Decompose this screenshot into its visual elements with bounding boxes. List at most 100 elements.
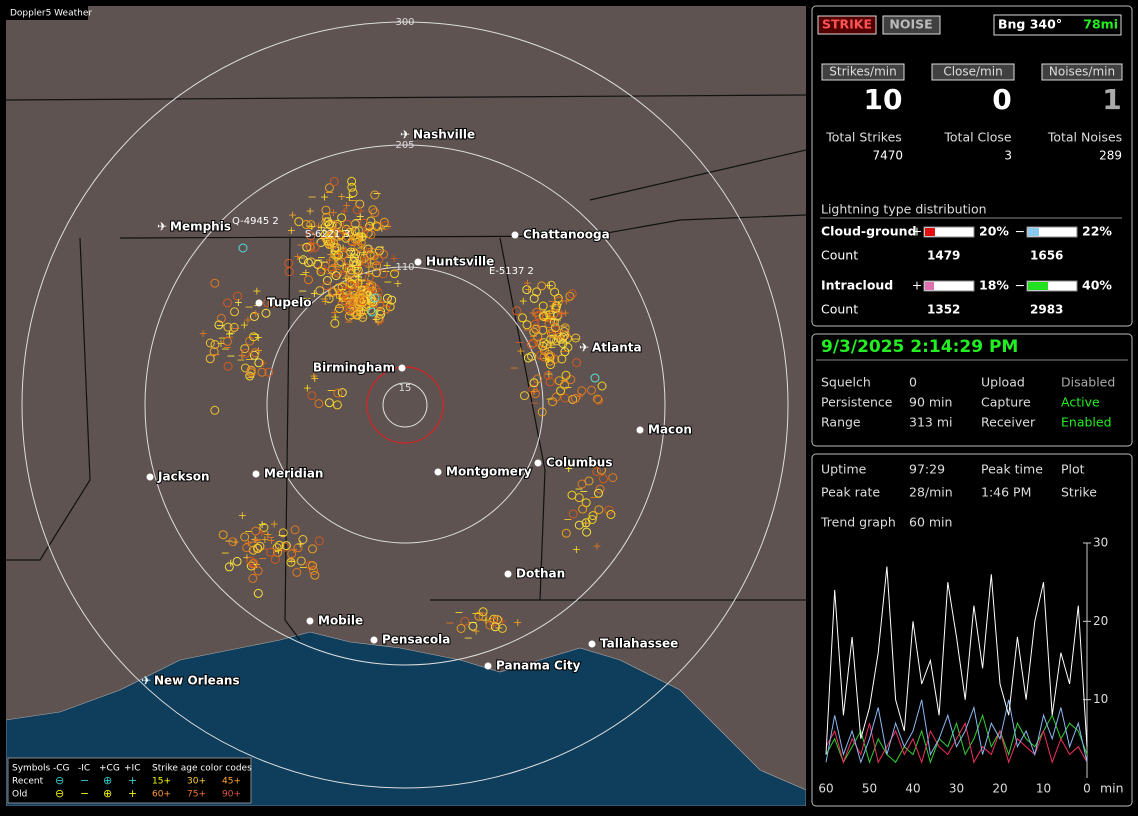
strike-symbol xyxy=(528,338,538,348)
strike-symbol xyxy=(587,515,597,524)
strike-symbol xyxy=(490,622,500,632)
total-value: 289 xyxy=(1099,149,1122,163)
strike-symbol xyxy=(382,293,392,303)
strike-symbol: − xyxy=(357,311,366,324)
strike-symbol xyxy=(306,257,316,267)
stat: Peak time xyxy=(981,462,1043,477)
strike-symbol: + xyxy=(257,527,266,540)
strike-symbol: − xyxy=(221,547,230,560)
strike-symbol: + xyxy=(287,224,296,237)
strike-symbol: + xyxy=(225,328,234,341)
noise-button[interactable] xyxy=(882,15,941,35)
strike-symbol: + xyxy=(288,209,297,222)
strike-symbol xyxy=(345,227,355,237)
strike-symbol xyxy=(329,177,339,186)
strike-symbol: + xyxy=(516,344,525,357)
legend-symbol: ⊖ xyxy=(55,774,64,787)
strike-symbol: − xyxy=(356,267,365,280)
strike-symbol xyxy=(539,312,549,322)
strike-symbol: + xyxy=(371,313,380,326)
strike-symbol: − xyxy=(308,190,317,203)
setting: Squelch xyxy=(821,375,871,390)
strike-symbol xyxy=(532,287,542,297)
strike-symbol: + xyxy=(340,205,349,218)
strike-button[interactable] xyxy=(817,15,877,35)
strike-symbol: + xyxy=(346,288,355,301)
strike-symbol xyxy=(550,354,560,364)
strike-symbol: + xyxy=(324,238,333,251)
strike-symbol: + xyxy=(366,257,375,270)
strike-symbol xyxy=(348,296,358,306)
strike-symbol xyxy=(314,536,324,546)
settings: Squelch 0 Upload Disabled Persistence 90 min C… xyxy=(821,375,1115,430)
strike-symbol xyxy=(535,338,545,348)
strike-symbol xyxy=(333,388,343,398)
strike-symbol xyxy=(347,182,357,192)
strike-symbol xyxy=(531,323,541,333)
bearing-box xyxy=(993,14,1122,36)
strike-symbol: − xyxy=(333,234,342,247)
strike-symbol: + xyxy=(355,231,364,244)
strike-symbol: + xyxy=(274,544,283,557)
setting: 90 min xyxy=(909,395,952,410)
strike-symbol xyxy=(334,250,343,260)
strike-symbol: − xyxy=(244,525,253,538)
strike-symbol: − xyxy=(347,251,356,264)
strike-symbol: + xyxy=(338,227,347,240)
city-dot xyxy=(370,636,378,644)
strike-symbol: − xyxy=(372,187,381,200)
strike-symbol: + xyxy=(326,227,335,240)
rate-button xyxy=(1041,63,1123,81)
strike-symbol: − xyxy=(349,194,358,207)
strike-symbol xyxy=(341,287,351,297)
strike-symbol xyxy=(587,385,596,395)
strike-symbol: − xyxy=(378,296,387,309)
strike-symbol xyxy=(390,269,399,279)
strike-symbol: + xyxy=(341,304,350,317)
strike-symbol: + xyxy=(546,339,555,352)
strike-symbol: + xyxy=(348,224,357,237)
strike-symbol xyxy=(552,336,561,346)
strike-symbol: − xyxy=(347,244,356,257)
strike-symbol xyxy=(308,561,317,571)
strike-symbol xyxy=(264,367,274,377)
noise-button-label[interactable]: NOISE xyxy=(889,17,932,32)
strike-symbol: − xyxy=(344,316,353,329)
count: 1656 xyxy=(1030,249,1063,263)
strike-symbol xyxy=(274,540,284,550)
strike-symbol: + xyxy=(557,307,566,320)
x-tick-label: 20 xyxy=(992,782,1007,796)
strike-symbol: + xyxy=(254,331,263,344)
count: 1479 xyxy=(927,249,960,263)
strike-symbol: + xyxy=(389,252,398,265)
strike-symbol: + xyxy=(260,533,269,546)
strike-symbol: + xyxy=(238,509,247,522)
strike-symbol: + xyxy=(270,518,279,531)
strike-symbol xyxy=(352,259,362,269)
strike-symbol: − xyxy=(454,606,463,619)
strike-symbol xyxy=(529,378,539,388)
strike-symbol xyxy=(379,217,389,227)
strike-symbol: + xyxy=(334,287,343,300)
settings-panel xyxy=(811,333,1133,447)
city-dot xyxy=(534,459,542,467)
rate-button xyxy=(931,63,1015,81)
sign: − xyxy=(1015,224,1025,239)
strike-button-label[interactable]: STRIKE xyxy=(822,17,872,32)
strike-symbol: + xyxy=(528,307,537,320)
strike-symbol: + xyxy=(352,291,361,304)
strike-symbol xyxy=(522,320,532,330)
total-value: 7470 xyxy=(872,149,903,163)
strike-symbol: + xyxy=(353,277,362,290)
strike-tag: S-6221 3 xyxy=(305,229,350,240)
strike-symbol xyxy=(287,549,297,559)
setting: Range xyxy=(821,415,861,430)
strike-symbol xyxy=(315,286,325,296)
strike-symbol: − xyxy=(337,291,346,304)
strike-symbol: + xyxy=(321,295,330,308)
strike-symbol: + xyxy=(287,554,296,567)
strike-symbol xyxy=(570,393,580,403)
strike-symbol: − xyxy=(338,293,347,306)
legend-age: 90+ xyxy=(222,790,241,800)
strike-symbol xyxy=(349,253,359,263)
